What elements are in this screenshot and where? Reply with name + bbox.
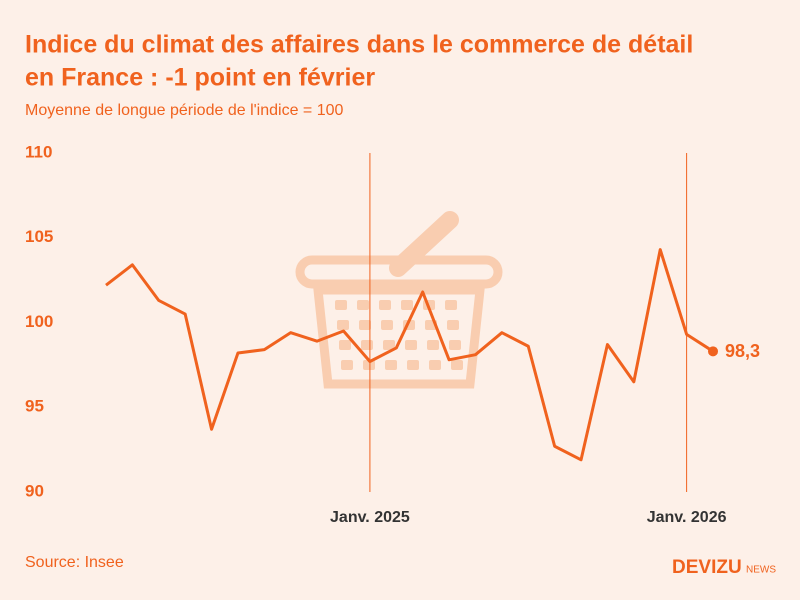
basket-icon <box>295 211 503 389</box>
x-tick-label: Janv. 2025 <box>330 509 410 526</box>
y-tick-label: 90 <box>25 481 44 500</box>
end-point <box>708 346 718 357</box>
y-tick-label: 110 <box>25 142 52 161</box>
chart-title: Indice du climat des affaires dans le co… <box>25 31 693 59</box>
chart-title: en France : -1 point en février <box>25 64 375 92</box>
chart-subtitle: Moyenne de longue période de l'indice = … <box>25 102 344 119</box>
value-label: 98,3 <box>725 341 760 361</box>
y-tick-label: 100 <box>25 312 53 331</box>
brand-suffix: NEWS <box>746 565 776 576</box>
source: Source: Insee <box>25 554 124 571</box>
brand: DEVIZU <box>672 557 742 578</box>
y-tick-label: 95 <box>25 397 44 416</box>
y-tick-label: 105 <box>25 227 53 246</box>
x-tick-label: Janv. 2026 <box>647 509 727 526</box>
data-line <box>105 248 714 462</box>
